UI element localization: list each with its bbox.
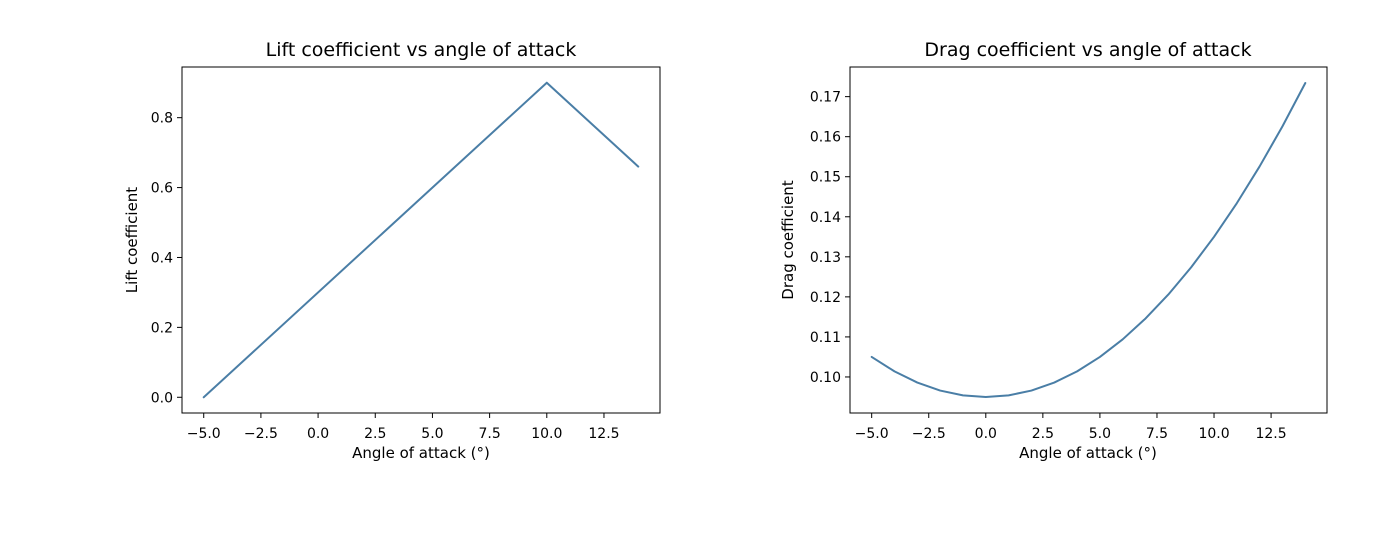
- drag-x-tick-label: 2.5: [1032, 426, 1054, 442]
- drag-y-axis-label: Drag coefficient: [779, 180, 797, 300]
- lift-chart: Lift coefficient vs angle of attack −5.0…: [123, 39, 661, 462]
- lift-y-tick-label: 0.8: [151, 111, 173, 127]
- drag-y-tick-label: 0.13: [810, 250, 841, 266]
- lift-y-ticks: 0.0 0.2 0.4 0.6 0.8: [151, 111, 182, 406]
- lift-x-tick-label: 10.0: [531, 426, 562, 442]
- drag-y-tick-label: 0.16: [810, 130, 841, 146]
- drag-y-tick-label: 0.17: [810, 90, 841, 106]
- drag-y-tick-label: 0.10: [810, 370, 841, 386]
- lift-y-axis-label: Lift coefficient: [123, 187, 141, 293]
- lift-x-tick-label: 0.0: [307, 426, 329, 442]
- lift-x-tick-label: −5.0: [187, 426, 221, 442]
- drag-x-tick-label: −5.0: [855, 426, 889, 442]
- lift-series-line: [202, 81, 640, 399]
- lift-y-tick-label: 0.0: [151, 390, 173, 406]
- lift-y-tick-label: 0.2: [151, 320, 173, 336]
- drag-x-axis-label: Angle of attack (°): [1019, 444, 1157, 462]
- drag-x-tick-label: 10.0: [1198, 426, 1229, 442]
- lift-x-tick-label: −2.5: [244, 426, 278, 442]
- drag-y-tick-label: 0.12: [810, 290, 841, 306]
- drag-series-line: [870, 82, 1307, 398]
- drag-x-tick-label: 7.5: [1146, 426, 1168, 442]
- drag-chart-title: Drag coefficient vs angle of attack: [924, 39, 1251, 61]
- drag-x-tick-label: 0.0: [975, 426, 997, 442]
- drag-x-ticks: −5.0 −2.5 0.0 2.5 5.0 7.5 10.0 12.5: [855, 413, 1287, 442]
- drag-x-tick-label: 5.0: [1089, 426, 1111, 442]
- drag-y-tick-label: 0.14: [810, 210, 841, 226]
- drag-y-tick-label: 0.11: [810, 330, 841, 346]
- lift-plot-frame: [181, 66, 661, 414]
- lift-x-axis-label: Angle of attack (°): [352, 444, 490, 462]
- lift-x-tick-label: 7.5: [478, 426, 500, 442]
- lift-x-tick-label: 12.5: [588, 426, 619, 442]
- drag-x-tick-label: −2.5: [912, 426, 946, 442]
- lift-x-tick-label: 5.0: [421, 426, 443, 442]
- drag-plot-frame: [849, 66, 1328, 414]
- drag-chart: Drag coefficient vs angle of attack −5.0…: [779, 39, 1328, 462]
- lift-y-tick-label: 0.6: [151, 181, 173, 197]
- lift-y-tick-label: 0.4: [151, 250, 173, 266]
- lift-x-ticks: −5.0 −2.5 0.0 2.5 5.0 7.5 10.0 12.5: [187, 413, 620, 442]
- drag-x-tick-label: 12.5: [1255, 426, 1286, 442]
- lift-x-tick-label: 2.5: [364, 426, 386, 442]
- drag-y-ticks: 0.10 0.11 0.12 0.13 0.14 0.15 0.16 0.17: [810, 90, 850, 386]
- lift-chart-title: Lift coefficient vs angle of attack: [266, 39, 577, 61]
- drag-y-tick-label: 0.15: [810, 170, 841, 186]
